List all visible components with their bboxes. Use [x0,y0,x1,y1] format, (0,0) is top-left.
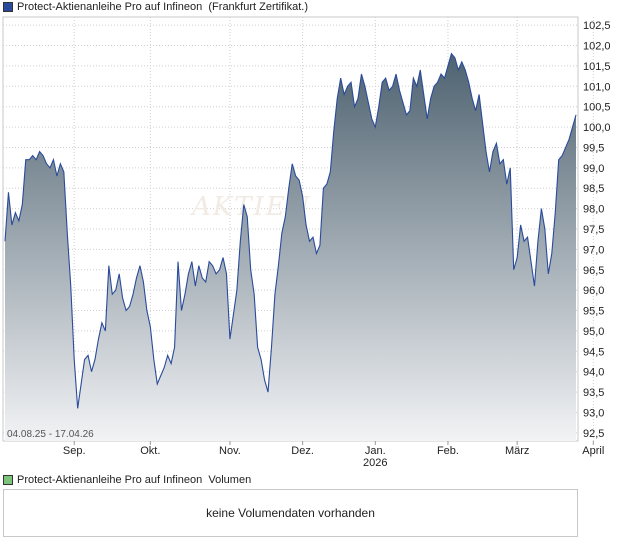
y-tick-label: 96,0 [583,285,604,297]
x-tick-label: Sep. [63,445,86,457]
price-chart: AKTIEN 102,5102,0101,5101,0100,5100,099,… [2,16,611,469]
y-tick-label: 101,5 [583,61,611,73]
x-tick-label: Nov. [219,445,241,457]
volume-panel: keine Volumendaten vorhanden [3,489,578,537]
price-area [5,53,576,441]
y-tick-label: 92,5 [583,428,604,440]
y-tick-label: 98,5 [583,183,604,195]
date-range-label: 04.08.25 - 17.04.26 [7,429,94,440]
y-tick-label: 100,5 [583,102,611,114]
volume-legend-swatch [3,475,13,485]
price-legend-label: Protect-Aktienanleihe Pro auf Infineon (… [17,1,309,13]
x-tick-label: Feb. [437,445,459,457]
y-tick-label: 101,0 [583,81,611,93]
price-legend: Protect-Aktienanleihe Pro auf Infineon (… [3,0,308,14]
x-tick-label: April [582,445,604,457]
y-tick-label: 97,0 [583,244,604,256]
price-line [4,52,577,409]
price-legend-swatch [3,2,13,12]
x-tick-label: Jan. [365,445,386,457]
y-tick-label: 94,0 [583,367,604,379]
y-tick-label: 102,5 [583,20,611,32]
y-tick-label: 94,5 [583,346,604,358]
y-axis-labels: 102,5 102,0 101,5 101,0 100,5 100,0 99,5 99,0 98… [583,20,611,440]
y-tick-label: 100,0 [583,122,611,134]
x-tick-sublabel: 2026 [363,457,387,469]
y-tick-label: 99,5 [583,142,604,154]
y-tick-label: 93,0 [583,407,604,419]
y-tick-label: 96,5 [583,265,604,277]
x-tick-label: März [505,445,529,457]
vertical-gridlines [73,17,594,445]
y-tick-label: 95,5 [583,306,604,318]
volume-legend-label: Protect-Aktienanleihe Pro auf Infineon V… [17,474,252,486]
y-tick-label: 97,5 [583,224,604,236]
x-axis-labels: Sep. Okt. Nov. Dez. Jan.2026 Feb. März April [63,445,604,469]
y-tick-label: 98,0 [583,204,604,216]
y-tick-label: 93,5 [583,387,604,399]
volume-legend: Protect-Aktienanleihe Pro auf Infineon V… [3,473,251,487]
y-tick-label: 102,0 [583,41,611,53]
y-tick-label: 99,0 [583,163,604,175]
x-tick-label: Dez. [291,445,314,457]
x-tick-label: Okt. [140,445,160,457]
no-volume-message: keine Volumendaten vorhanden [206,506,375,520]
y-tick-label: 95,0 [583,326,604,338]
